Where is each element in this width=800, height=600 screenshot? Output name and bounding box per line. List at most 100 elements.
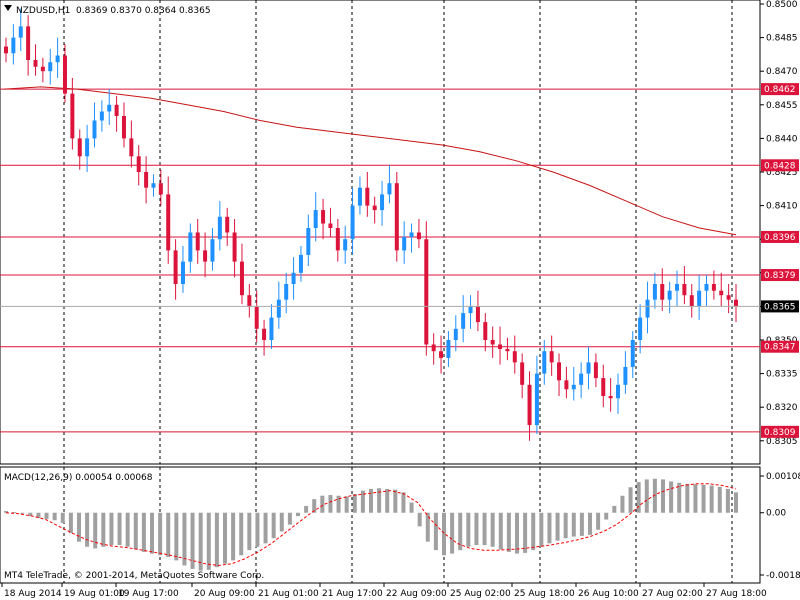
candle-body[interactable] — [461, 313, 466, 329]
candle-body[interactable] — [483, 322, 488, 340]
candle-body[interactable] — [77, 138, 82, 157]
candle-body[interactable] — [667, 290, 672, 300]
candle-body[interactable] — [313, 210, 318, 228]
candle-body[interactable] — [55, 55, 60, 63]
dropdown-triangle-icon[interactable] — [4, 5, 12, 11]
candle-body[interactable] — [490, 340, 495, 345]
candle-body[interactable] — [40, 66, 45, 72]
candle-body[interactable] — [26, 26, 31, 60]
candle-body[interactable] — [380, 194, 385, 211]
candle-body[interactable] — [350, 205, 355, 240]
candle-body[interactable] — [70, 93, 75, 139]
candle-body[interactable] — [623, 366, 628, 385]
candle-body[interactable] — [630, 340, 635, 367]
candle-body[interactable] — [475, 306, 480, 323]
candle-body[interactable] — [129, 138, 134, 157]
candle-body[interactable] — [431, 344, 436, 352]
candle-body[interactable] — [11, 37, 16, 54]
candle-body[interactable] — [453, 328, 458, 340]
candle-body[interactable] — [188, 232, 193, 262]
candle-body[interactable] — [335, 228, 340, 251]
candle-body[interactable] — [321, 210, 326, 224]
candle-body[interactable] — [99, 111, 104, 121]
candle-body[interactable] — [734, 299, 738, 307]
candle-body[interactable] — [92, 120, 97, 139]
candle-body[interactable] — [195, 232, 200, 251]
price-axis[interactable]: 0.85000.84850.84700.84550.84400.84250.84… — [760, 0, 798, 447]
candle-body[interactable] — [372, 205, 377, 211]
candle-body[interactable] — [416, 232, 421, 240]
candle-body[interactable] — [579, 373, 584, 385]
candle-body[interactable] — [357, 187, 362, 206]
candle-body[interactable] — [520, 362, 525, 385]
candle-body[interactable] — [173, 250, 178, 284]
candle-body[interactable] — [269, 317, 274, 340]
candle-body[interactable] — [638, 317, 643, 340]
candle-body[interactable] — [291, 272, 296, 284]
candle-body[interactable] — [564, 380, 569, 390]
candle-body[interactable] — [527, 384, 532, 426]
candle-body[interactable] — [394, 183, 399, 251]
candle-body[interactable] — [225, 216, 230, 233]
candle-body[interactable] — [343, 239, 348, 251]
candle-body[interactable] — [571, 384, 576, 390]
candle-body[interactable] — [549, 351, 554, 363]
candle-body[interactable] — [505, 348, 510, 352]
candle-body[interactable] — [534, 373, 539, 426]
candle-body[interactable] — [158, 183, 163, 195]
candle-body[interactable] — [121, 116, 126, 139]
candle-body[interactable] — [48, 62, 53, 72]
candle-body[interactable] — [217, 216, 222, 240]
candle-body[interactable] — [652, 284, 657, 300]
candle-body[interactable] — [424, 239, 429, 345]
candle-body[interactable] — [62, 55, 67, 94]
candle-body[interactable] — [608, 396, 613, 399]
candle-body[interactable] — [284, 284, 289, 300]
candle-body[interactable] — [328, 223, 333, 228]
candle-body[interactable] — [276, 299, 281, 318]
candle-body[interactable] — [262, 328, 267, 340]
candle-body[interactable] — [365, 187, 370, 206]
horizontal-levels[interactable] — [0, 88, 760, 433]
candle-body[interactable] — [18, 26, 23, 38]
candle-body[interactable] — [298, 254, 303, 273]
candle-body[interactable] — [512, 351, 517, 363]
candle-body[interactable] — [247, 295, 252, 307]
candle-body[interactable] — [439, 351, 444, 358]
candle-body[interactable] — [409, 232, 414, 237]
candle-body[interactable] — [726, 295, 731, 300]
candle-body[interactable] — [645, 299, 650, 318]
candle-body[interactable] — [232, 232, 237, 262]
candles[interactable] — [4, 8, 738, 441]
candle-body[interactable] — [85, 138, 90, 157]
candle-body[interactable] — [446, 340, 451, 358]
candle-body[interactable] — [468, 306, 473, 314]
candle-body[interactable] — [114, 104, 119, 116]
candle-body[interactable] — [697, 290, 702, 307]
candle-body[interactable] — [166, 194, 171, 251]
candle-body[interactable] — [682, 284, 687, 296]
candle-body[interactable] — [719, 290, 724, 296]
candle-body[interactable] — [711, 284, 716, 291]
candle-body[interactable] — [33, 60, 38, 67]
candle-body[interactable] — [601, 378, 606, 396]
candle-body[interactable] — [675, 284, 680, 291]
candle-body[interactable] — [593, 362, 598, 379]
candle-body[interactable] — [203, 250, 208, 262]
candle-body[interactable] — [107, 104, 112, 112]
candle-body[interactable] — [4, 46, 8, 54]
candle-body[interactable] — [616, 384, 621, 399]
candle-body[interactable] — [306, 228, 311, 255]
candle-body[interactable] — [254, 306, 259, 329]
candle-body[interactable] — [136, 156, 141, 172]
candle-body[interactable] — [402, 236, 407, 251]
candle-body[interactable] — [144, 172, 149, 188]
candle-body[interactable] — [704, 284, 709, 291]
candle-body[interactable] — [151, 183, 156, 188]
candle-body[interactable] — [660, 284, 665, 300]
candle-body[interactable] — [239, 261, 244, 296]
candle-body[interactable] — [210, 239, 215, 262]
candle-body[interactable] — [387, 183, 392, 195]
